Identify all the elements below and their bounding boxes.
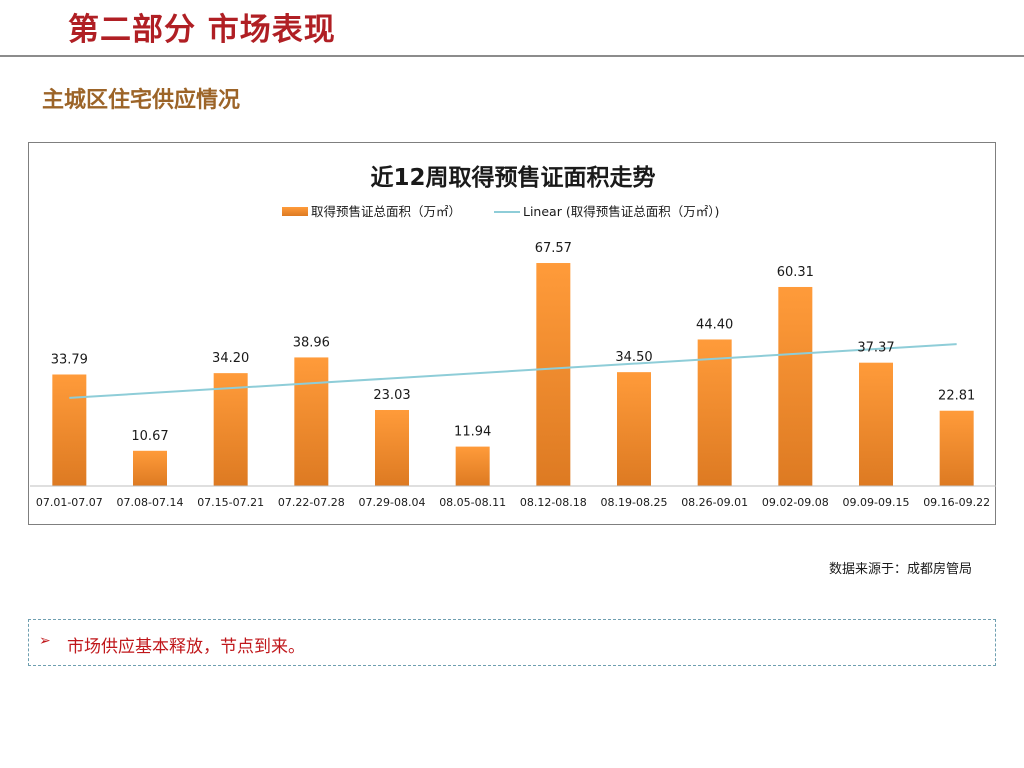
- x-tick-label: 07.01-07.07: [36, 496, 103, 509]
- callout-text: 市场供应基本释放，节点到来。: [67, 637, 305, 657]
- bar-value-label: 37.37: [857, 341, 894, 356]
- x-tick-label: 08.12-08.18: [520, 496, 587, 509]
- x-tick-label: 09.02-09.08: [762, 496, 829, 509]
- bar-08.05-08.11: [455, 446, 490, 486]
- slide-title: 第二部分 市场表现: [68, 12, 336, 48]
- section-title: 主城区住宅供应情况: [42, 88, 241, 113]
- value-labels-group: 33.79 10.67 34.20 38.96 23.03 11.94 67.57 34.50…: [51, 241, 976, 444]
- bar-07.22-07.28: [294, 357, 329, 486]
- legend-bar-label: 取得预售证总面积（万㎡）: [311, 204, 461, 219]
- bar-value-label: 11.94: [454, 425, 491, 440]
- x-tick-labels-group: 07.01-07.07 07.08-07.14 07.15-07.21 07.22-0…: [36, 496, 990, 509]
- bar-07.08-07.14: [133, 450, 167, 486]
- legend-trendline-label: Linear (取得预售证总面积（万㎡）): [523, 204, 719, 219]
- bar-09.02-09.08: [778, 286, 813, 486]
- x-tick-label: 07.08-07.14: [117, 496, 184, 509]
- bar-07.15-07.21: [213, 373, 248, 486]
- source-note: 数据来源于：成都房管局: [828, 562, 972, 577]
- bar-07.01-07.07: [52, 374, 87, 486]
- bar-08.12-08.18: [536, 263, 571, 486]
- trendline: [69, 343, 957, 399]
- arrow-bullet-icon: ➢: [39, 633, 51, 649]
- bar-chart: 近12周取得预售证面积走势 取得预售证总面积（万㎡） Linear (取得预售证…: [30, 164, 996, 509]
- x-tick-label: 08.19-08.25: [601, 496, 668, 509]
- bar-value-label: 23.03: [373, 388, 410, 403]
- x-tick-label: 07.29-08.04: [359, 496, 426, 509]
- bar-value-label: 10.67: [131, 429, 168, 444]
- x-tick-label: 07.15-07.21: [197, 496, 264, 509]
- bar-08.19-08.25: [617, 372, 651, 486]
- x-tick-label: 09.09-09.15: [843, 496, 910, 509]
- chart-title: 近12周取得预售证面积走势: [370, 164, 655, 191]
- bars-group: [52, 263, 974, 486]
- bar-09.16-09.22: [939, 410, 974, 486]
- bar-value-label: 60.31: [777, 265, 814, 280]
- title-divider: [0, 55, 1024, 57]
- bar-07.29-08.04: [375, 410, 409, 486]
- x-tick-label: 09.16-09.22: [923, 496, 990, 509]
- callout-box: ➢ 市场供应基本释放，节点到来。: [28, 619, 996, 666]
- x-tick-label: 07.22-07.28: [278, 496, 345, 509]
- legend-bar-swatch: [282, 207, 308, 216]
- bar-value-label: 67.57: [535, 241, 572, 256]
- chart-frame: 近12周取得预售证面积走势 取得预售证总面积（万㎡） Linear (取得预售证…: [28, 142, 996, 525]
- x-tick-label: 08.26-09.01: [681, 496, 748, 509]
- bar-value-label: 34.20: [212, 351, 249, 366]
- bar-value-label: 33.79: [51, 352, 88, 367]
- bar-value-label: 44.40: [696, 317, 733, 332]
- bar-09.09-09.15: [859, 362, 893, 486]
- bar-value-label: 34.50: [615, 350, 652, 365]
- bar-08.26-09.01: [697, 339, 732, 486]
- bar-value-label: 22.81: [938, 389, 975, 404]
- x-tick-label: 08.05-08.11: [439, 496, 506, 509]
- bar-value-label: 38.96: [293, 335, 330, 350]
- chart-legend: 取得预售证总面积（万㎡） Linear (取得预售证总面积（万㎡）): [282, 204, 719, 219]
